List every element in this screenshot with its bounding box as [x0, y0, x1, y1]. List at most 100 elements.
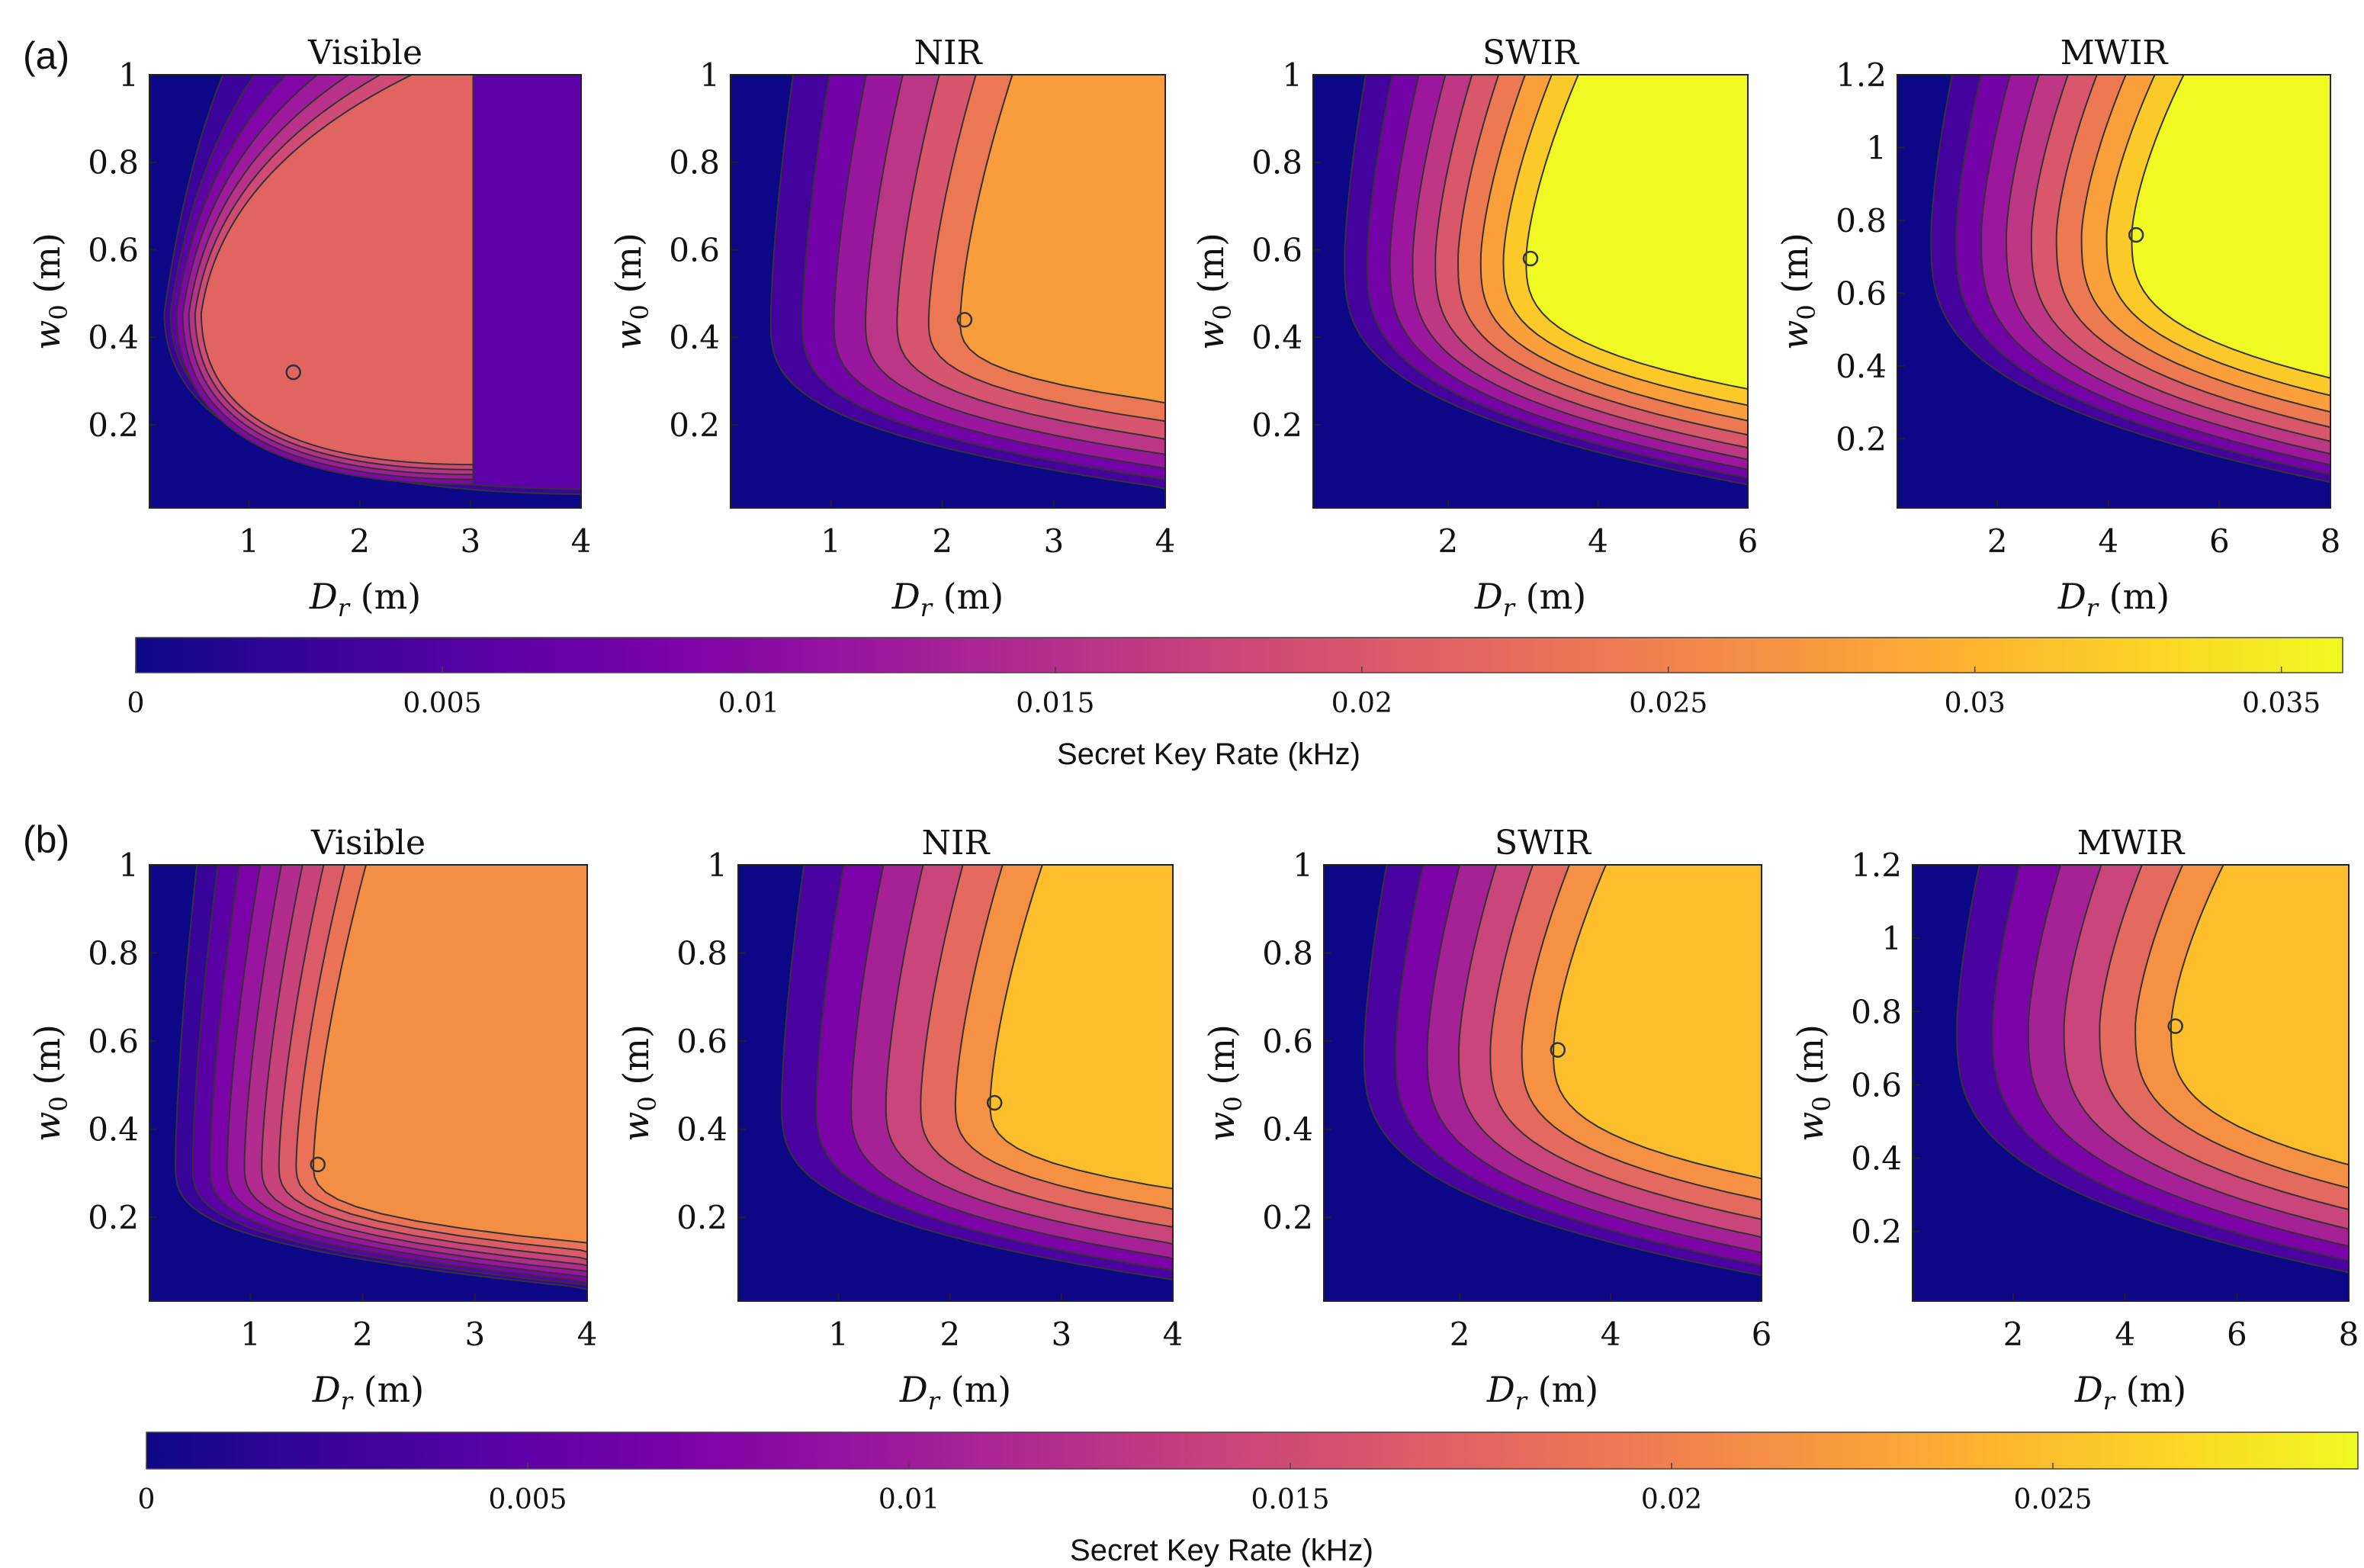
- y-tick-label: 0.4: [676, 1111, 728, 1149]
- x-tick-label: 2: [1438, 522, 1459, 560]
- y-tick-label: 0.8: [88, 144, 139, 182]
- level-7: [959, 75, 1165, 404]
- optimum-marker: [1522, 250, 1539, 267]
- y-tick-label: 0.4: [88, 1111, 139, 1149]
- subplot-mwir: MWIR 2 4 6 8 0.2 0.4 0.6 0.8 1 1.2 Dr (m) w0 (m): [1790, 824, 2359, 1415]
- axes-frame: [1912, 864, 2350, 1302]
- subplot-title: NIR: [914, 34, 983, 72]
- subplot-visible: Visible 1 2 3 4 0.2 0.4 0.6 0.8 1 Dr (m) w0 (m): [27, 34, 591, 622]
- x-tick-label: 8: [2339, 1316, 2359, 1353]
- y-axis-label: w0 (m): [1190, 233, 1237, 350]
- y-tick-label: 0.8: [676, 935, 728, 972]
- x-tick-label: 3: [1043, 522, 1064, 560]
- colorbar-tick-label: 0.005: [403, 688, 481, 719]
- y-tick-label: 0.2: [1251, 406, 1302, 444]
- axes-frame: [737, 864, 1174, 1302]
- y-tick-label: 0.6: [669, 231, 720, 268]
- subplot-visible: Visible 1 2 3 4 0.2 0.4 0.6 0.8 1 Dr (m) w0 (m): [27, 824, 598, 1415]
- colorbar-gradient: [146, 1431, 2359, 1470]
- y-tick-label: 0.6: [1851, 1066, 1902, 1104]
- axes-frame: [1897, 74, 2331, 509]
- contour-fill: [1897, 75, 2330, 508]
- axes-frame: [1312, 74, 1749, 509]
- x-tick-label: 2: [2003, 1316, 2024, 1353]
- axes-frame: [149, 864, 588, 1302]
- x-tick-label: 2: [1987, 522, 2008, 560]
- contour-fill: [731, 75, 1165, 508]
- axes-frame: [149, 74, 582, 509]
- y-tick-label: 0.2: [1851, 1213, 1902, 1251]
- contour-fill: [738, 865, 1173, 1301]
- x-axis-label: Dr (m): [312, 1369, 424, 1415]
- contour-fill: [1324, 865, 1762, 1301]
- colorbar-tick-label: 0.035: [2242, 688, 2321, 719]
- y-tick-label: 0.2: [88, 1199, 139, 1236]
- colorbar: 0 0.005 0.01 0.015 0.02 0.025 Secret Key Rate …: [138, 1431, 2359, 1567]
- axes-frame: [1323, 864, 1762, 1302]
- optimum-marker: [2128, 227, 2144, 243]
- x-axis-label: Dr (m): [309, 576, 421, 622]
- x-tick-label: 4: [1601, 1316, 1621, 1353]
- y-tick-label: 1.2: [1836, 56, 1887, 94]
- x-tick-label: 1: [239, 522, 259, 560]
- optimum-marker: [285, 364, 301, 381]
- y-tick-label: 0.4: [88, 319, 139, 356]
- level-9: [313, 865, 587, 1244]
- subplot-mwir: MWIR 2 4 6 8 0.2 0.4 0.6 0.8 1 1.2 Dr (m) w0 (m): [1775, 34, 2340, 622]
- y-tick-label: 0.8: [1851, 993, 1902, 1030]
- x-tick-label: 4: [577, 1316, 598, 1353]
- optimum-marker: [986, 1094, 1003, 1111]
- x-tick-label: 4: [1588, 522, 1608, 560]
- y-tick-label: 1: [699, 56, 720, 94]
- x-tick-label: 2: [932, 522, 952, 560]
- x-tick-label: 2: [352, 1316, 373, 1353]
- optimum-marker: [1550, 1042, 1566, 1058]
- x-tick-label: 2: [939, 1316, 960, 1353]
- subplot-title: NIR: [921, 824, 991, 863]
- x-axis-label: Dr (m): [1486, 1369, 1598, 1415]
- x-axis-label: Dr (m): [2074, 1369, 2186, 1415]
- x-tick-label: 2: [1450, 1316, 1470, 1353]
- y-axis-label: w0 (m): [27, 233, 73, 350]
- colorbar-label: Secret Key Rate (kHz): [1070, 1534, 1373, 1567]
- y-tick-label: 0.8: [1836, 202, 1887, 239]
- colorbar-tick-label: 0.01: [718, 688, 779, 719]
- x-axis-label: Dr (m): [891, 576, 1004, 622]
- level-7: [989, 865, 1173, 1190]
- x-tick-label: 6: [1752, 1316, 1772, 1353]
- x-tick-label: 6: [2209, 522, 2230, 560]
- x-axis-label: Dr (m): [899, 1369, 1011, 1415]
- optimum-marker: [310, 1156, 326, 1173]
- level-9: [1525, 75, 1748, 390]
- subplot-swir: SWIR 2 4 6 0.2 0.4 0.6 0.8 1 Dr (m) w0 (m): [1190, 34, 1759, 622]
- y-tick-label: 1: [1282, 56, 1302, 94]
- y-tick-label: 0.4: [1251, 319, 1302, 356]
- x-tick-label: 4: [1163, 1316, 1184, 1353]
- x-tick-label: 6: [1738, 522, 1759, 560]
- contour-fill: [1313, 75, 1748, 508]
- subplot-nir: NIR 1 2 3 4 0.2 0.4 0.6 0.8 1 Dr (m) w0 (m): [608, 34, 1175, 622]
- x-tick-label: 1: [828, 1316, 849, 1353]
- colorbar-tick-label: 0.02: [1331, 688, 1392, 719]
- colorbar-tick-label: 0.01: [878, 1484, 939, 1515]
- subplot-title: MWIR: [2077, 824, 2186, 863]
- y-tick-label: 0.4: [1851, 1140, 1902, 1178]
- y-tick-label: 0.2: [88, 406, 139, 444]
- colorbar-label: Secret Key Rate (kHz): [1057, 737, 1360, 771]
- y-tick-label: 1: [118, 56, 139, 94]
- colorbar-gradient: [135, 637, 2343, 673]
- y-tick-label: 0.2: [669, 406, 720, 444]
- contour-fill: [149, 75, 581, 508]
- subplot-nir: NIR 1 2 3 4 0.2 0.4 0.6 0.8 1 Dr (m) w0 (m): [615, 824, 1184, 1415]
- subplot-title: MWIR: [2060, 34, 2170, 72]
- y-tick-label: 0.4: [669, 319, 720, 356]
- y-axis-label: w0 (m): [27, 1024, 73, 1142]
- x-tick-label: 4: [2115, 1316, 2135, 1353]
- y-tick-label: 0.6: [676, 1023, 728, 1060]
- axes-frame: [730, 74, 1166, 509]
- subplot-title: Visible: [310, 824, 426, 863]
- x-tick-label: 4: [2098, 522, 2118, 560]
- panel-label: (b): [23, 818, 69, 861]
